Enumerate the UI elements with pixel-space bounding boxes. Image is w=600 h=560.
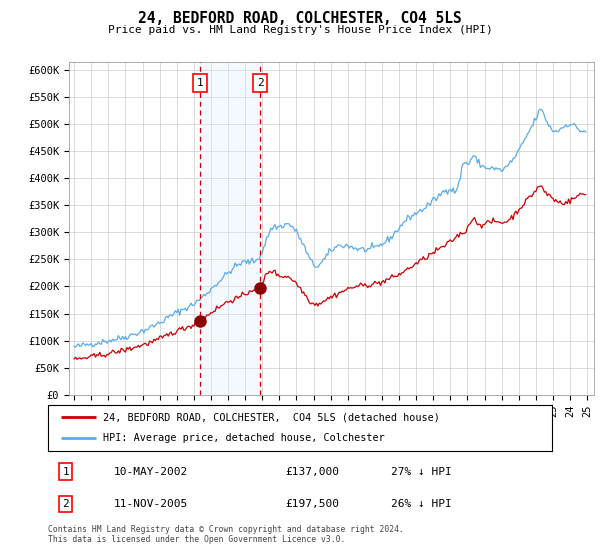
Text: 10-MAY-2002: 10-MAY-2002 xyxy=(113,466,188,477)
Text: 1: 1 xyxy=(62,466,69,477)
Text: 1: 1 xyxy=(197,78,203,88)
Text: Contains HM Land Registry data © Crown copyright and database right 2024.
This d: Contains HM Land Registry data © Crown c… xyxy=(48,525,404,544)
Text: 24, BEDFORD ROAD, COLCHESTER,  CO4 5LS (detached house): 24, BEDFORD ROAD, COLCHESTER, CO4 5LS (d… xyxy=(103,412,440,422)
Text: 24, BEDFORD ROAD, COLCHESTER, CO4 5LS: 24, BEDFORD ROAD, COLCHESTER, CO4 5LS xyxy=(138,11,462,26)
Text: 26% ↓ HPI: 26% ↓ HPI xyxy=(391,499,451,509)
Text: 11-NOV-2005: 11-NOV-2005 xyxy=(113,499,188,509)
Text: HPI: Average price, detached house, Colchester: HPI: Average price, detached house, Colc… xyxy=(103,433,385,444)
Text: £137,000: £137,000 xyxy=(285,466,339,477)
Text: Price paid vs. HM Land Registry's House Price Index (HPI): Price paid vs. HM Land Registry's House … xyxy=(107,25,493,35)
Text: £197,500: £197,500 xyxy=(285,499,339,509)
Text: 27% ↓ HPI: 27% ↓ HPI xyxy=(391,466,451,477)
Text: 2: 2 xyxy=(62,499,69,509)
Bar xyxy=(200,62,260,395)
Text: 2: 2 xyxy=(257,78,263,88)
